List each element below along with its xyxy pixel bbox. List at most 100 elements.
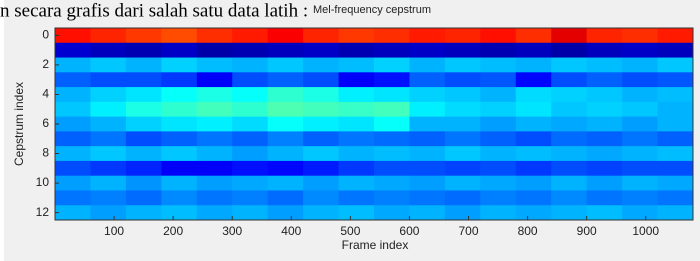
heatmap-cell	[622, 72, 658, 87]
heatmap-cell	[658, 205, 694, 220]
heatmap-cell	[268, 102, 304, 117]
heatmap-cell	[374, 28, 410, 43]
heatmap-cell	[268, 72, 304, 87]
heatmap-cell	[587, 205, 623, 220]
heatmap-cell	[232, 28, 268, 43]
heatmap-cell	[339, 43, 375, 58]
x-tick-label: 1000	[632, 224, 659, 238]
heatmap-cell	[587, 28, 623, 43]
heatmap-cell	[161, 131, 197, 146]
heatmap-cell	[445, 205, 481, 220]
x-tick-label: 300	[222, 224, 242, 238]
heatmap-cell	[55, 87, 91, 102]
heatmap-cell	[197, 205, 233, 220]
heatmap-cell	[90, 58, 126, 73]
heatmap-cell	[516, 161, 552, 176]
heatmap-cell	[445, 161, 481, 176]
y-tick-label: 2	[42, 57, 49, 71]
heatmap-cell	[551, 131, 587, 146]
heatmap-cell	[658, 117, 694, 132]
heatmap-cell	[126, 205, 162, 220]
heatmap-cell	[551, 190, 587, 205]
heatmap-cell	[339, 87, 375, 102]
heatmap-cell	[268, 28, 304, 43]
heatmap-cell	[90, 131, 126, 146]
heatmap-cell	[55, 28, 91, 43]
heatmap-cell	[232, 87, 268, 102]
heatmap-cell	[658, 72, 694, 87]
heatmap-cell	[339, 28, 375, 43]
heatmap-cell	[197, 117, 233, 132]
heatmap-cell	[90, 28, 126, 43]
heatmap-cell	[126, 102, 162, 117]
heatmap-cell	[268, 161, 304, 176]
heatmap-cell	[232, 117, 268, 132]
heatmap-cell	[516, 117, 552, 132]
heatmap-cell	[374, 87, 410, 102]
heatmap-cell	[268, 131, 304, 146]
heatmap-cell	[339, 117, 375, 132]
heatmap-cell	[197, 146, 233, 161]
heatmap-cell	[126, 131, 162, 146]
heatmap-cell	[551, 161, 587, 176]
heatmap-cell	[480, 161, 516, 176]
heatmap-cell	[268, 117, 304, 132]
heatmap-cell	[161, 43, 197, 58]
heatmap-cell	[339, 72, 375, 87]
heatmap-cell	[55, 176, 91, 191]
heatmap-cell	[90, 102, 126, 117]
heatmap-cell	[303, 176, 339, 191]
heatmap-cell	[268, 146, 304, 161]
heatmap-cell	[339, 146, 375, 161]
heatmap-cell	[339, 190, 375, 205]
heatmap-cell	[587, 102, 623, 117]
heatmap-cell	[622, 117, 658, 132]
heatmap-cell	[197, 58, 233, 73]
heatmap-cell	[622, 102, 658, 117]
heatmap-cell	[197, 102, 233, 117]
heatmap-cell	[161, 146, 197, 161]
heatmap-cell	[622, 87, 658, 102]
heatmap-cell	[374, 117, 410, 132]
heatmap-cell	[374, 146, 410, 161]
heatmap-cell	[622, 161, 658, 176]
heatmap-cell	[445, 72, 481, 87]
heatmap-cell	[90, 146, 126, 161]
document-text: n secara grafis dari salah satu data lat…	[0, 0, 308, 21]
heatmap-cell	[232, 146, 268, 161]
heatmap-cell	[480, 43, 516, 58]
x-tick-label: 200	[163, 224, 183, 238]
heatmap-cell	[551, 87, 587, 102]
heatmap-cell	[126, 190, 162, 205]
heatmap-cell	[480, 72, 516, 87]
heatmap-cell	[658, 176, 694, 191]
heatmap-cell	[90, 161, 126, 176]
heatmap-cell	[232, 72, 268, 87]
heatmap-cell	[480, 28, 516, 43]
heatmap-cell	[90, 190, 126, 205]
heatmap-cell	[268, 176, 304, 191]
heatmap-cell	[516, 146, 552, 161]
heatmap-cell	[622, 58, 658, 73]
heatmap-cell	[161, 72, 197, 87]
heatmap-cell	[374, 43, 410, 58]
heatmap-cell	[339, 102, 375, 117]
heatmap-cell	[445, 131, 481, 146]
heatmap-cell	[516, 131, 552, 146]
heatmap-cell	[409, 176, 445, 191]
heatmap-cell	[445, 87, 481, 102]
heatmap-cell	[658, 146, 694, 161]
heatmap-cell	[232, 131, 268, 146]
heatmap-cell	[622, 205, 658, 220]
heatmap-cell	[161, 117, 197, 132]
x-tick-label: 900	[577, 224, 597, 238]
heatmap-cell	[445, 190, 481, 205]
heatmap-cell	[126, 146, 162, 161]
heatmap-cell	[445, 117, 481, 132]
heatmap-cell	[658, 190, 694, 205]
heatmap-cell	[658, 28, 694, 43]
heatmap-cell	[587, 161, 623, 176]
heatmap-cell	[480, 176, 516, 191]
heatmap-cell	[161, 161, 197, 176]
heatmap-cell	[445, 146, 481, 161]
